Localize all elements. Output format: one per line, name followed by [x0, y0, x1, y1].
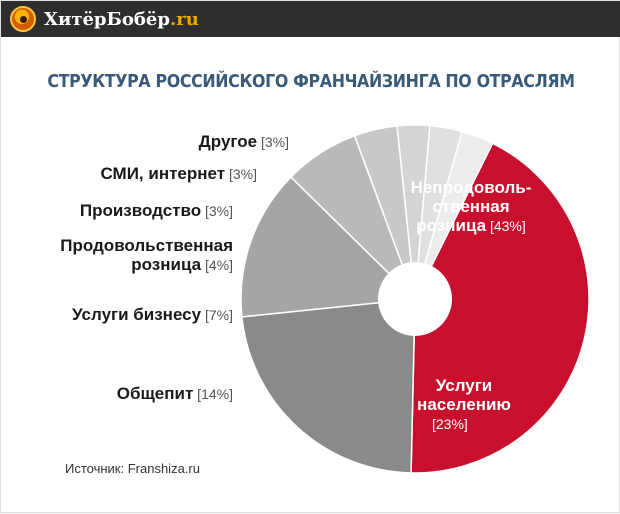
site-tld: .ru: [169, 8, 199, 30]
slice-name: розница: [131, 255, 201, 274]
slice-name-line: СМИ, интернет [3%]: [101, 164, 258, 183]
site-logo[interactable]: ХитёрБобёр.ru: [10, 4, 199, 34]
slice-label-4: Услуги бизнесу [7%]: [72, 305, 233, 324]
pie-slice-3: [240, 175, 417, 318]
slice-label-5: Продовольственная розница [4%]: [60, 236, 233, 274]
chart-slices: [240, 124, 590, 474]
slice-label-1: Непродоволь-ственная розница [43%]: [411, 178, 532, 235]
slice-label-6: Производство [3%]: [80, 201, 233, 220]
slice-label-3: Общепит [14%]: [117, 384, 233, 403]
slice-name-line: ственная: [432, 197, 509, 216]
chart-labels: Непродоволь-ственная розница [43%]Услуги н…: [60, 132, 531, 432]
site-header: ХитёрБобёр.ru: [1, 1, 620, 37]
pie-slice-2: [241, 298, 416, 474]
slice-name-line: Продовольственная: [60, 236, 233, 255]
slice-value: [4%]: [201, 257, 233, 273]
slice-name-line: Производство [3%]: [80, 201, 233, 220]
slice-label-2: Услуги населению [23%]: [417, 376, 511, 432]
slice-name-line: розница [43%]: [416, 216, 526, 235]
pie-slice-8: [414, 130, 494, 300]
slice-name-line: Другое [3%]: [199, 132, 289, 151]
slice-name: ственная: [432, 197, 509, 216]
slice-name: Общепит: [117, 384, 194, 403]
slice-name: Продовольственная: [60, 236, 233, 255]
slice-value: [43%]: [486, 218, 526, 234]
slice-label-7: СМИ, интернет [3%]: [101, 164, 258, 183]
slice-name: Непродоволь-: [411, 178, 532, 197]
beaver-logo-icon: [10, 6, 36, 32]
slice-value: [3%]: [201, 203, 233, 219]
site-name-main: ХитёрБобёр: [44, 8, 170, 30]
slice-name: Другое: [199, 132, 257, 151]
slice-value: [3%]: [257, 134, 289, 150]
slice-name-line: Общепит [14%]: [117, 384, 233, 403]
slice-value: [23%]: [432, 416, 468, 432]
source-note: Источник: Franshiza.ru: [65, 461, 200, 476]
slice-name-line: Непродоволь-: [411, 178, 532, 197]
slice-name: СМИ, интернет: [101, 164, 226, 183]
slice-name-line: Услуги бизнесу [7%]: [72, 305, 233, 324]
slice-value: [7%]: [201, 307, 233, 323]
slice-name: Услуги бизнесу: [72, 305, 202, 324]
donut-hole: [378, 262, 452, 336]
slice-name-line: розница [4%]: [131, 255, 233, 274]
pie-slice-1: [410, 142, 590, 474]
slice-value: [14%]: [193, 386, 233, 402]
chart-title: СТРУКТУРА РОССИЙСКОГО ФРАНЧАЙЗИНГА ПО ОТ…: [47, 71, 575, 92]
slice-name-line: Услуги: [436, 376, 493, 395]
site-name: ХитёрБобёр.ru: [44, 9, 199, 30]
slice-name: розница: [416, 216, 486, 235]
slice-label-8: Другое [3%]: [199, 132, 289, 151]
slice-value: [3%]: [225, 166, 257, 182]
slice-name-line: населению: [417, 395, 511, 414]
slice-name: Производство: [80, 201, 201, 220]
